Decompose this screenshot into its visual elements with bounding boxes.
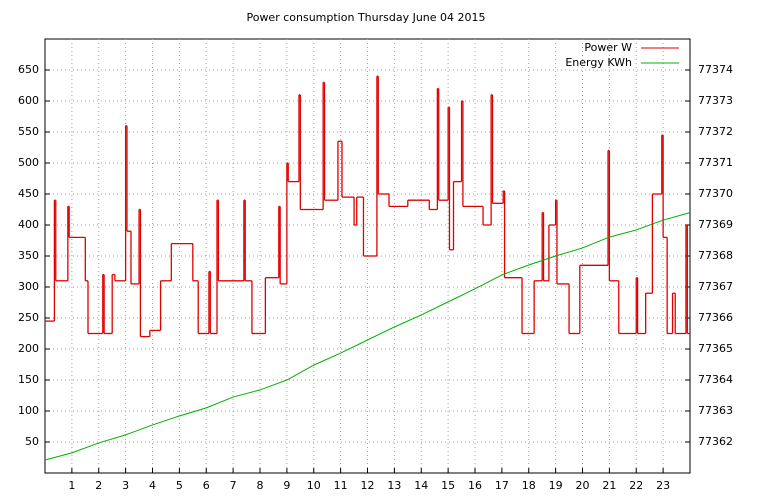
x-tick-label: 9 bbox=[283, 479, 290, 492]
x-tick-label: 8 bbox=[257, 479, 264, 492]
x-tick-label: 4 bbox=[149, 479, 156, 492]
y2-tick-label: 77365 bbox=[698, 342, 733, 355]
y-tick-label: 50 bbox=[25, 435, 39, 448]
y2-tick-label: 77371 bbox=[698, 156, 733, 169]
y-tick-label: 300 bbox=[18, 280, 39, 293]
legend-label: Energy KWh bbox=[565, 56, 632, 69]
y-tick-label: 450 bbox=[18, 187, 39, 200]
x-tick-label: 1 bbox=[68, 479, 75, 492]
y2-tick-label: 77366 bbox=[698, 311, 733, 324]
y-tick-label: 350 bbox=[18, 249, 39, 262]
y-tick-label: 100 bbox=[18, 404, 39, 417]
y2-tick-label: 77369 bbox=[698, 218, 733, 231]
x-tick-label: 21 bbox=[602, 479, 616, 492]
y-tick-label: 400 bbox=[18, 218, 39, 231]
y-tick-label: 500 bbox=[18, 156, 39, 169]
x-tick-label: 7 bbox=[230, 479, 237, 492]
x-tick-label: 5 bbox=[176, 479, 183, 492]
x-tick-label: 13 bbox=[387, 479, 401, 492]
y-tick-label: 150 bbox=[18, 373, 39, 386]
x-tick-label: 3 bbox=[122, 479, 129, 492]
y-tick-label: 650 bbox=[18, 63, 39, 76]
y-tick-label: 600 bbox=[18, 94, 39, 107]
y2-tick-label: 77370 bbox=[698, 187, 733, 200]
x-tick-label: 17 bbox=[495, 479, 509, 492]
x-tick-label: 22 bbox=[629, 479, 643, 492]
x-tick-label: 11 bbox=[334, 479, 348, 492]
y2-tick-label: 77367 bbox=[698, 280, 733, 293]
y-tick-label: 550 bbox=[18, 125, 39, 138]
x-tick-label: 19 bbox=[549, 479, 563, 492]
energy-line bbox=[44, 212, 691, 461]
y-tick-label: 250 bbox=[18, 311, 39, 324]
x-tick-label: 15 bbox=[441, 479, 455, 492]
x-tick-label: 6 bbox=[203, 479, 210, 492]
y-tick-label: 200 bbox=[18, 342, 39, 355]
y2-tick-label: 77372 bbox=[698, 125, 733, 138]
x-tick-label: 16 bbox=[468, 479, 482, 492]
x-tick-label: 18 bbox=[522, 479, 536, 492]
x-tick-label: 23 bbox=[656, 479, 670, 492]
x-tick-label: 12 bbox=[361, 479, 375, 492]
y2-tick-label: 77374 bbox=[698, 63, 733, 76]
chart-title: Power consumption Thursday June 04 2015 bbox=[246, 11, 485, 24]
y2-tick-label: 77368 bbox=[698, 249, 733, 262]
y2-tick-label: 77373 bbox=[698, 94, 733, 107]
x-tick-label: 14 bbox=[414, 479, 428, 492]
legend-label: Power W bbox=[584, 41, 632, 54]
y2-tick-label: 77362 bbox=[698, 435, 733, 448]
y2-tick-label: 77363 bbox=[698, 404, 733, 417]
y2-tick-label: 77364 bbox=[698, 373, 733, 386]
x-tick-label: 20 bbox=[576, 479, 590, 492]
x-tick-label: 10 bbox=[307, 479, 321, 492]
x-tick-label: 2 bbox=[95, 479, 102, 492]
